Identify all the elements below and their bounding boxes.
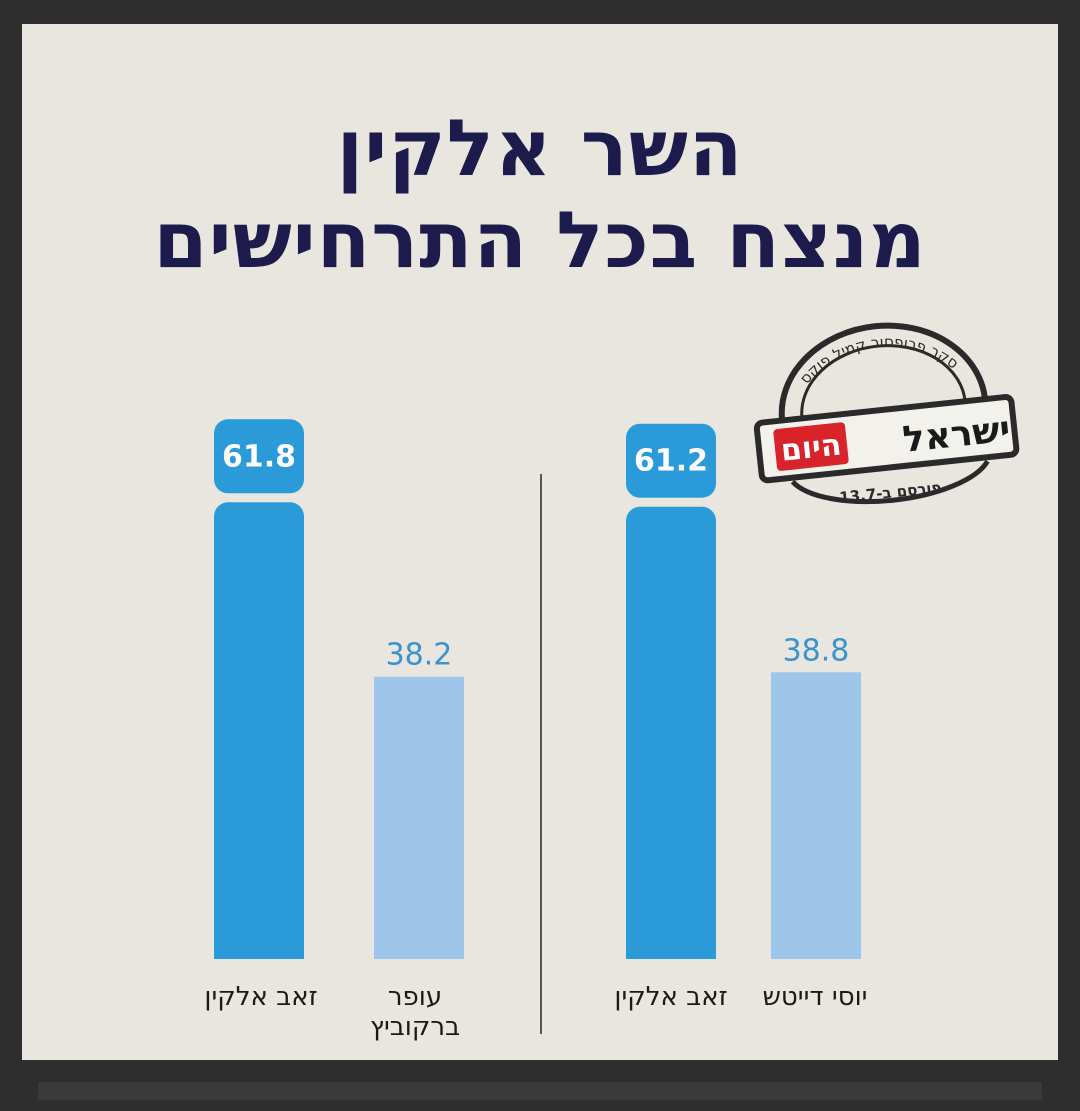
data-label-left-b: 38.2 (386, 638, 453, 673)
category-label-left-b: עופר ברקוביץ (369, 982, 461, 1042)
bar-right-a (626, 506, 716, 959)
stamp-brand-accent-bg (773, 422, 849, 471)
bar-left-a (214, 502, 304, 959)
poll-card: השר אלקין מנצח בכל התרחישים 61.8 38.2 61.2… (22, 24, 1058, 1060)
data-label-right-b: 38.8 (783, 633, 850, 668)
stamp-arc-outer (778, 322, 988, 421)
category-label-right-b: יוסי דייטש (762, 982, 868, 1012)
chart-title-line-2: מנצח בכל התרחישים (153, 196, 927, 286)
bottom-strip (38, 1082, 1042, 1100)
bar-right-b (771, 672, 861, 959)
poll-source-stamp: סקר פרופסור קמיל פוקס ישראל היום פורסם ב… (753, 322, 1020, 507)
data-label-right-a: 61.2 (634, 444, 708, 479)
bar-base-right (626, 939, 716, 959)
value-pill-left (214, 419, 304, 494)
value-pill-right (626, 423, 716, 498)
stamp-brand-accent: היום (779, 428, 843, 469)
bar-chart: 61.8 38.2 61.2 38.8 (214, 419, 861, 959)
stamp-arc-bottom (790, 459, 990, 505)
stamp-arc-inner (800, 344, 967, 419)
bar-left-b (374, 676, 464, 959)
chart-title-line-1: השר אלקין (336, 104, 744, 194)
data-label-left-a: 61.8 (222, 439, 296, 474)
category-label-left-a: זאב אלקין (204, 982, 318, 1012)
category-label-right-a: זאב אלקין (614, 982, 728, 1012)
scenario-divider (540, 474, 542, 1034)
bar-base-left (214, 939, 304, 959)
